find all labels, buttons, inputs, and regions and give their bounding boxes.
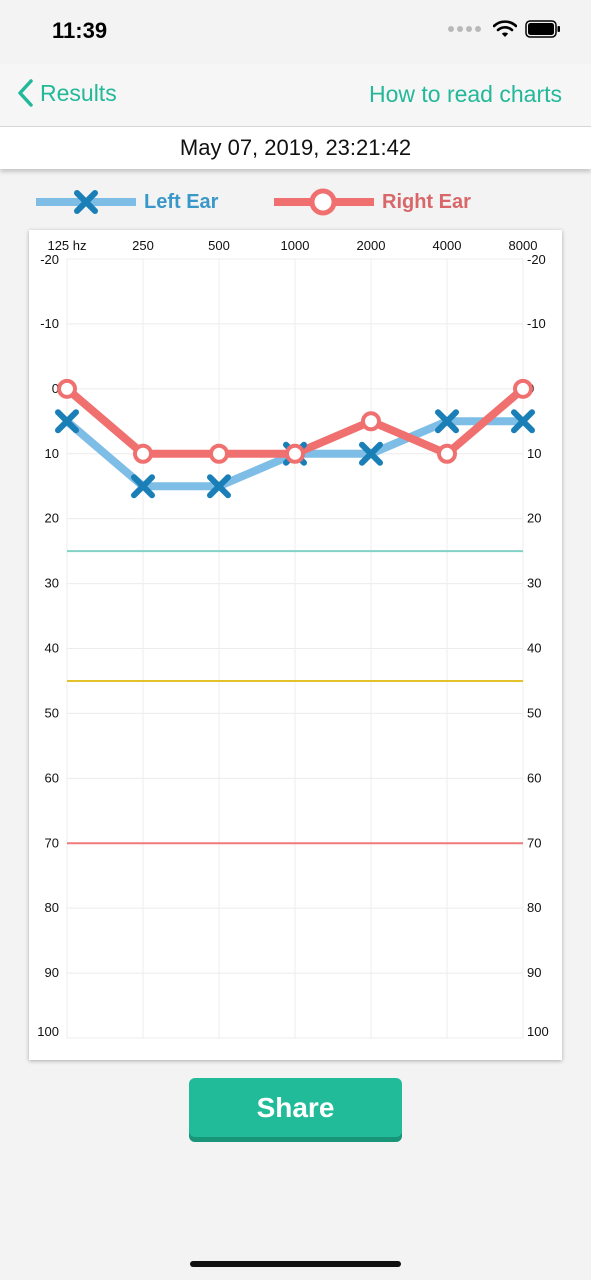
audiogram-chart: -20-20-10-100010102020303040405050606070… <box>29 230 562 1060</box>
back-button[interactable]: Results <box>16 78 117 108</box>
y-tick-label-right: -10 <box>527 316 546 331</box>
wifi-icon <box>493 20 517 37</box>
y-tick-label-right: 90 <box>527 965 541 980</box>
right-ear-circle-marker <box>57 378 77 399</box>
left-ear-x-marker <box>55 409 79 434</box>
left-ear-x-marker <box>511 409 535 434</box>
x-stroke <box>435 409 459 434</box>
y-tick-label-right: -20 <box>527 252 546 267</box>
battery-icon <box>525 20 560 38</box>
legend-item-right-ear: Right Ear <box>274 182 471 222</box>
x-tick-label: 125 hz <box>47 238 86 253</box>
how-to-read-charts-link[interactable]: How to read charts <box>368 81 562 107</box>
x-stroke <box>55 409 79 434</box>
y-tick-label-left: 60 <box>45 770 59 785</box>
left-ear-x-marker <box>435 409 459 434</box>
y-tick-label-left: 100 <box>37 1024 59 1039</box>
home-indicator <box>190 1261 401 1267</box>
share-button[interactable]: Share <box>189 1078 402 1137</box>
right-ear-circle-marker <box>361 411 381 432</box>
y-tick-label-left: 90 <box>45 965 59 980</box>
y-tick-label-left: 80 <box>45 900 59 915</box>
right-ear-circle-marker-icon <box>274 188 374 216</box>
x-stroke <box>511 409 535 434</box>
right-ear-circle-marker <box>209 443 229 464</box>
y-tick-label-left: 0 <box>52 381 59 396</box>
y-tick-label-left: 10 <box>45 446 59 461</box>
cellular-signal-icon <box>448 26 481 32</box>
x-stroke <box>131 474 155 499</box>
y-tick-label-left: 20 <box>45 511 59 526</box>
x-tick-label: 1000 <box>281 238 310 253</box>
left-ear-x-marker <box>207 474 231 499</box>
y-tick-label-right: 70 <box>527 835 541 850</box>
chevron-left-icon <box>18 79 33 107</box>
x-tick-label: 250 <box>132 238 154 253</box>
y-tick-label-right: 80 <box>527 900 541 915</box>
x-tick-label: 4000 <box>433 238 462 253</box>
back-button-label: Results <box>40 79 117 106</box>
right-ear-circle-marker <box>437 443 457 464</box>
x-stroke <box>207 474 231 499</box>
y-tick-label-right: 60 <box>527 770 541 785</box>
y-tick-label-left: 50 <box>45 705 59 720</box>
status-icons <box>448 20 561 38</box>
status-time: 11:39 <box>52 18 108 43</box>
y-tick-label-right: 100 <box>527 1024 549 1039</box>
left-ear-x-marker <box>131 474 155 499</box>
y-tick-label-left: 70 <box>45 835 59 850</box>
left-ear-x-marker <box>359 441 383 466</box>
right-ear-circle-marker <box>513 378 533 399</box>
y-tick-label-left: 40 <box>45 641 59 656</box>
y-tick-label-left: 30 <box>45 576 59 591</box>
legend-label-right-ear: Right Ear <box>382 190 471 213</box>
y-tick-label-left: -10 <box>40 316 59 331</box>
x-stroke <box>359 441 383 466</box>
navigation-bar: Results How to read charts <box>0 64 591 127</box>
x-tick-label: 2000 <box>357 238 386 253</box>
y-tick-label-right: 20 <box>527 511 541 526</box>
x-tick-label: 500 <box>208 238 230 253</box>
audiogram-chart-svg: -20-20-10-100010102020303040405050606070… <box>37 238 549 1039</box>
right-ear-circle-marker <box>133 443 153 464</box>
y-tick-label-right: 30 <box>527 576 541 591</box>
y-tick-label-left: -20 <box>40 252 59 267</box>
y-tick-label-right: 50 <box>527 705 541 720</box>
legend-item-left-ear: Left Ear <box>36 182 218 222</box>
chart-legend: Left Ear Right Ear <box>0 182 591 222</box>
y-tick-label-right: 40 <box>527 641 541 656</box>
x-tick-label: 8000 <box>509 238 538 253</box>
y-tick-label-right: 10 <box>527 446 541 461</box>
result-datetime: May 07, 2019, 23:21:42 <box>0 127 591 169</box>
legend-label-left-ear: Left Ear <box>144 190 219 213</box>
status-bar: 11:39 <box>0 0 591 64</box>
right-ear-circle-marker <box>285 443 305 464</box>
left-ear-x-marker-icon <box>36 190 136 214</box>
